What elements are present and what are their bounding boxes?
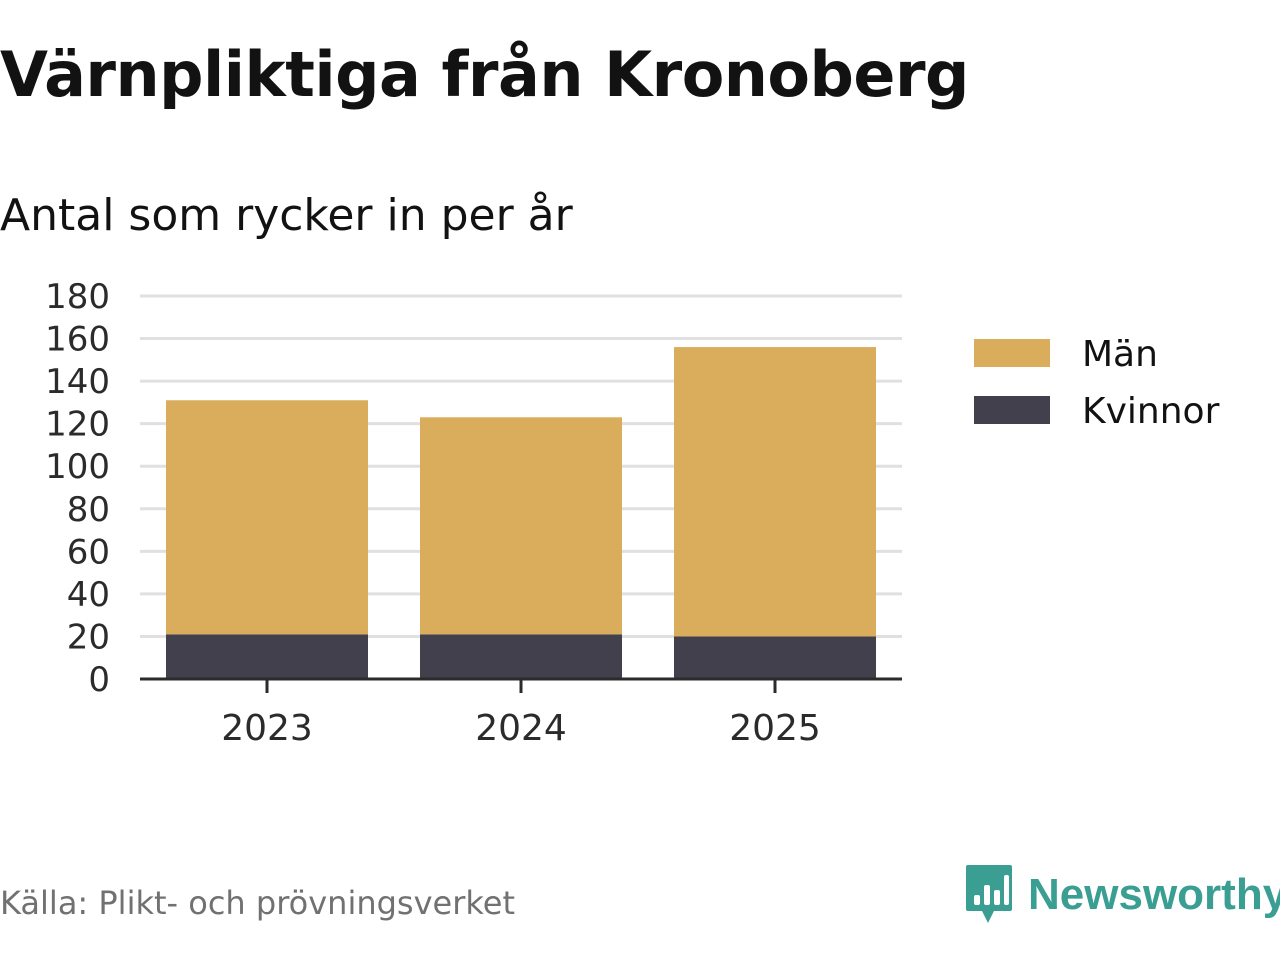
bar-m-n-2024 [420, 417, 622, 635]
bar-kvinnor-2024 [420, 634, 622, 679]
brand-name: Newsworthy [1028, 870, 1280, 919]
chart-title: Värnpliktiga från Kronoberg [0, 38, 969, 111]
y-tick-label: 100 [45, 447, 110, 487]
y-tick-label: 60 [67, 532, 110, 572]
bar-m-n-2025 [674, 347, 876, 637]
y-tick-label: 140 [45, 362, 110, 402]
x-tick-label: 2023 [221, 708, 313, 749]
y-tick-label: 40 [67, 575, 110, 615]
source-note: Källa: Plikt- och prövningsverket [0, 884, 515, 922]
x-tick-label: 2024 [475, 708, 567, 749]
bar-m-n-2023 [166, 400, 368, 635]
legend-label: Kvinnor [1082, 391, 1220, 432]
y-tick-label: 0 [88, 660, 110, 700]
y-tick-label: 120 [45, 405, 110, 445]
brand-logo: Newsworthy [964, 862, 1280, 928]
newsworthy-logo-icon [966, 865, 1012, 923]
bar-kvinnor-2023 [166, 634, 368, 679]
chart-subtitle: Antal som rycker in per år [0, 190, 573, 241]
bar-kvinnor-2025 [674, 636, 876, 679]
legend-label: Män [1082, 334, 1158, 375]
legend-swatch-m-n [974, 339, 1050, 367]
y-tick-label: 80 [67, 490, 110, 530]
legend-swatch-kvinnor [974, 396, 1050, 424]
y-tick-label: 160 [45, 320, 110, 360]
x-tick-label: 2025 [729, 708, 821, 749]
y-tick-label: 180 [45, 277, 110, 317]
y-tick-label: 20 [67, 617, 110, 657]
